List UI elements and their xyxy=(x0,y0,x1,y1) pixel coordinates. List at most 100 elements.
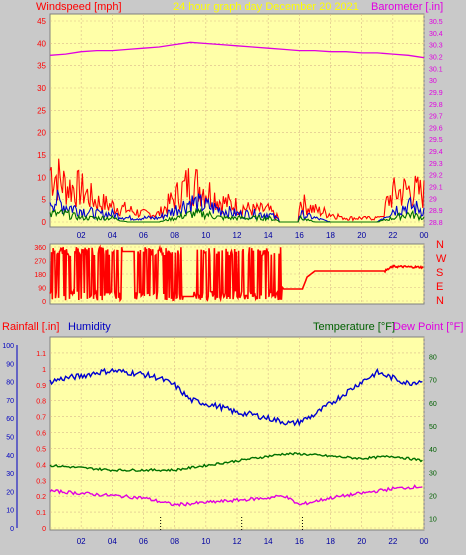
wind-x-tick-label: 02 xyxy=(77,231,86,240)
wind-left-tick-label: 0 xyxy=(42,218,47,227)
temperature-tick-label: 30 xyxy=(429,470,437,477)
barometer-line xyxy=(49,41,425,59)
temperature-tick-label: 20 xyxy=(429,494,437,501)
wind-x-tick-label: 08 xyxy=(170,231,179,240)
barometer-tick-label: 29.4 xyxy=(429,149,443,156)
rainfall-left-axis: 0 0.1 0.2 0.3 0.4 0.5 0.6 0.7 0.8 0.9 1 1.1 xyxy=(36,351,46,533)
direction-tick-label: 270 xyxy=(34,259,46,266)
barometer-right-axis: 28.8 28.9 29 29.1 29.2 29.3 29.4 29.5 29.6 29.7 29… xyxy=(429,19,443,227)
temperature-line xyxy=(49,452,423,473)
wind-gust-line xyxy=(49,158,425,223)
humidity-tick-label: 20 xyxy=(6,489,14,496)
humidity-line xyxy=(49,367,423,427)
wind-left-tick-label: 40 xyxy=(37,39,46,48)
rainfall-axis-title: Rainfall [.in] xyxy=(2,321,59,333)
humidity-tick-label: 70 xyxy=(6,398,14,405)
humidity-axis-title: Humidity xyxy=(68,321,111,333)
weather-x-tick-label: 22 xyxy=(388,537,397,546)
rainfall-tick-label: 0.5 xyxy=(36,446,46,453)
barometer-tick-label: 29 xyxy=(429,196,437,203)
rainfall-tick-label: 0.4 xyxy=(36,462,46,469)
compass-label: W xyxy=(436,253,447,265)
barometer-tick-label: 29.9 xyxy=(429,90,443,97)
humidity-tick-label: 50 xyxy=(6,435,14,442)
wind-x-tick-label: 20 xyxy=(357,231,366,240)
temperature-tick-label: 70 xyxy=(429,378,437,385)
temperature-tick-label: 60 xyxy=(429,401,437,408)
compass-label: S xyxy=(436,267,443,279)
wind-series xyxy=(49,41,425,223)
rainfall-tick-label: 0.9 xyxy=(36,383,46,390)
barometer-tick-label: 29.3 xyxy=(429,161,443,168)
humidity-tick-label: 40 xyxy=(6,453,14,460)
temperature-tick-label: 50 xyxy=(429,424,437,431)
temperature-tick-label: 10 xyxy=(429,517,437,524)
wind-x-tick-label: 22 xyxy=(388,231,397,240)
wind-left-tick-label: 5 xyxy=(42,196,47,205)
barometer-tick-label: 29.2 xyxy=(429,173,443,180)
barometer-tick-label: 30.2 xyxy=(429,54,443,61)
barometer-tick-label: 30.1 xyxy=(429,66,443,73)
wind-left-tick-label: 10 xyxy=(37,173,46,182)
compass-label: E xyxy=(436,281,443,293)
wind-x-tick-label: 16 xyxy=(295,231,304,240)
wind-x-tick-label: 04 xyxy=(108,231,117,240)
weather-x-tick-label: 12 xyxy=(233,537,242,546)
weather-x-tick-label: 16 xyxy=(295,537,304,546)
wind-left-axis: 0 5 10 15 20 25 30 35 40 45 xyxy=(37,17,46,227)
direction-tick-label: 90 xyxy=(38,286,46,293)
weather-x-tick-label: 06 xyxy=(139,537,148,546)
direction-tick-label: 360 xyxy=(34,245,46,252)
wind-left-tick-label: 45 xyxy=(37,17,46,26)
graph-title: 24 hour graph day December 20 2021 xyxy=(173,1,359,13)
dewpoint-axis-title: Dew Point [°F] xyxy=(393,321,463,333)
temperature-tick-label: 80 xyxy=(429,355,437,362)
windspeed-axis-title: Windspeed [mph] xyxy=(36,1,122,13)
wind-left-tick-label: 30 xyxy=(37,84,46,93)
weather-x-tick-label: 20 xyxy=(357,537,366,546)
barometer-tick-label: 29.6 xyxy=(429,125,443,132)
humidity-tick-label: 100 xyxy=(2,343,14,350)
barometer-axis-title: Barometer [.in] xyxy=(371,1,443,13)
rainfall-tick-label: 0.8 xyxy=(36,399,46,406)
rainfall-tick-label: 0.1 xyxy=(36,510,46,517)
humidity-tick-label: 60 xyxy=(6,416,14,423)
humidity-tick-label: 30 xyxy=(6,471,14,478)
direction-tick-label: 180 xyxy=(34,272,46,279)
humidity-tick-label: 10 xyxy=(6,508,14,515)
wind-x-tick-label: 10 xyxy=(201,231,210,240)
humidity-tick-label: 80 xyxy=(6,380,14,387)
direction-left-axis: 0 90 180 270 360 xyxy=(34,245,46,306)
barometer-tick-label: 28.9 xyxy=(429,208,443,215)
wind-left-tick-label: 25 xyxy=(37,106,46,115)
temperature-tick-label: 40 xyxy=(429,447,437,454)
rainfall-tick-label: 0.7 xyxy=(36,415,46,422)
wind-left-tick-label: 15 xyxy=(37,151,46,160)
barometer-tick-label: 29.7 xyxy=(429,114,443,121)
wind-left-tick-label: 35 xyxy=(37,62,46,71)
humidity-left-axis: 0 10 20 30 40 50 60 70 80 90 100 xyxy=(2,343,18,533)
wind-x-tick-label: 14 xyxy=(264,231,273,240)
wind-x-tick-label: 12 xyxy=(233,231,242,240)
direction-tick-label: 0 xyxy=(42,299,46,306)
weather-x-tick-label: 18 xyxy=(326,537,335,546)
wind-x-tick-label: 00 xyxy=(420,231,429,240)
barometer-tick-label: 30.3 xyxy=(429,43,443,50)
barometer-tick-label: 30.4 xyxy=(429,31,443,38)
humidity-tick-label: 90 xyxy=(6,361,14,368)
wind-x-tick-label: 06 xyxy=(139,231,148,240)
barometer-tick-label: 30.5 xyxy=(429,19,443,26)
weather-x-tick-label: 10 xyxy=(201,537,210,546)
wind-x-tick-label: 18 xyxy=(326,231,335,240)
rainfall-tick-label: 0 xyxy=(42,526,46,533)
rainfall-tick-label: 1 xyxy=(42,367,46,374)
weather-x-tick-label: 14 xyxy=(264,537,273,546)
wind-left-tick-label: 20 xyxy=(37,129,46,138)
wind-minimum-line xyxy=(49,207,425,223)
wind-direction-line xyxy=(49,244,424,303)
weather-x-tick-label: 00 xyxy=(420,537,429,546)
weather-x-tick-label: 04 xyxy=(108,537,117,546)
wind-x-axis: 02 04 06 08 10 12 14 16 18 20 22 00 xyxy=(77,231,429,240)
